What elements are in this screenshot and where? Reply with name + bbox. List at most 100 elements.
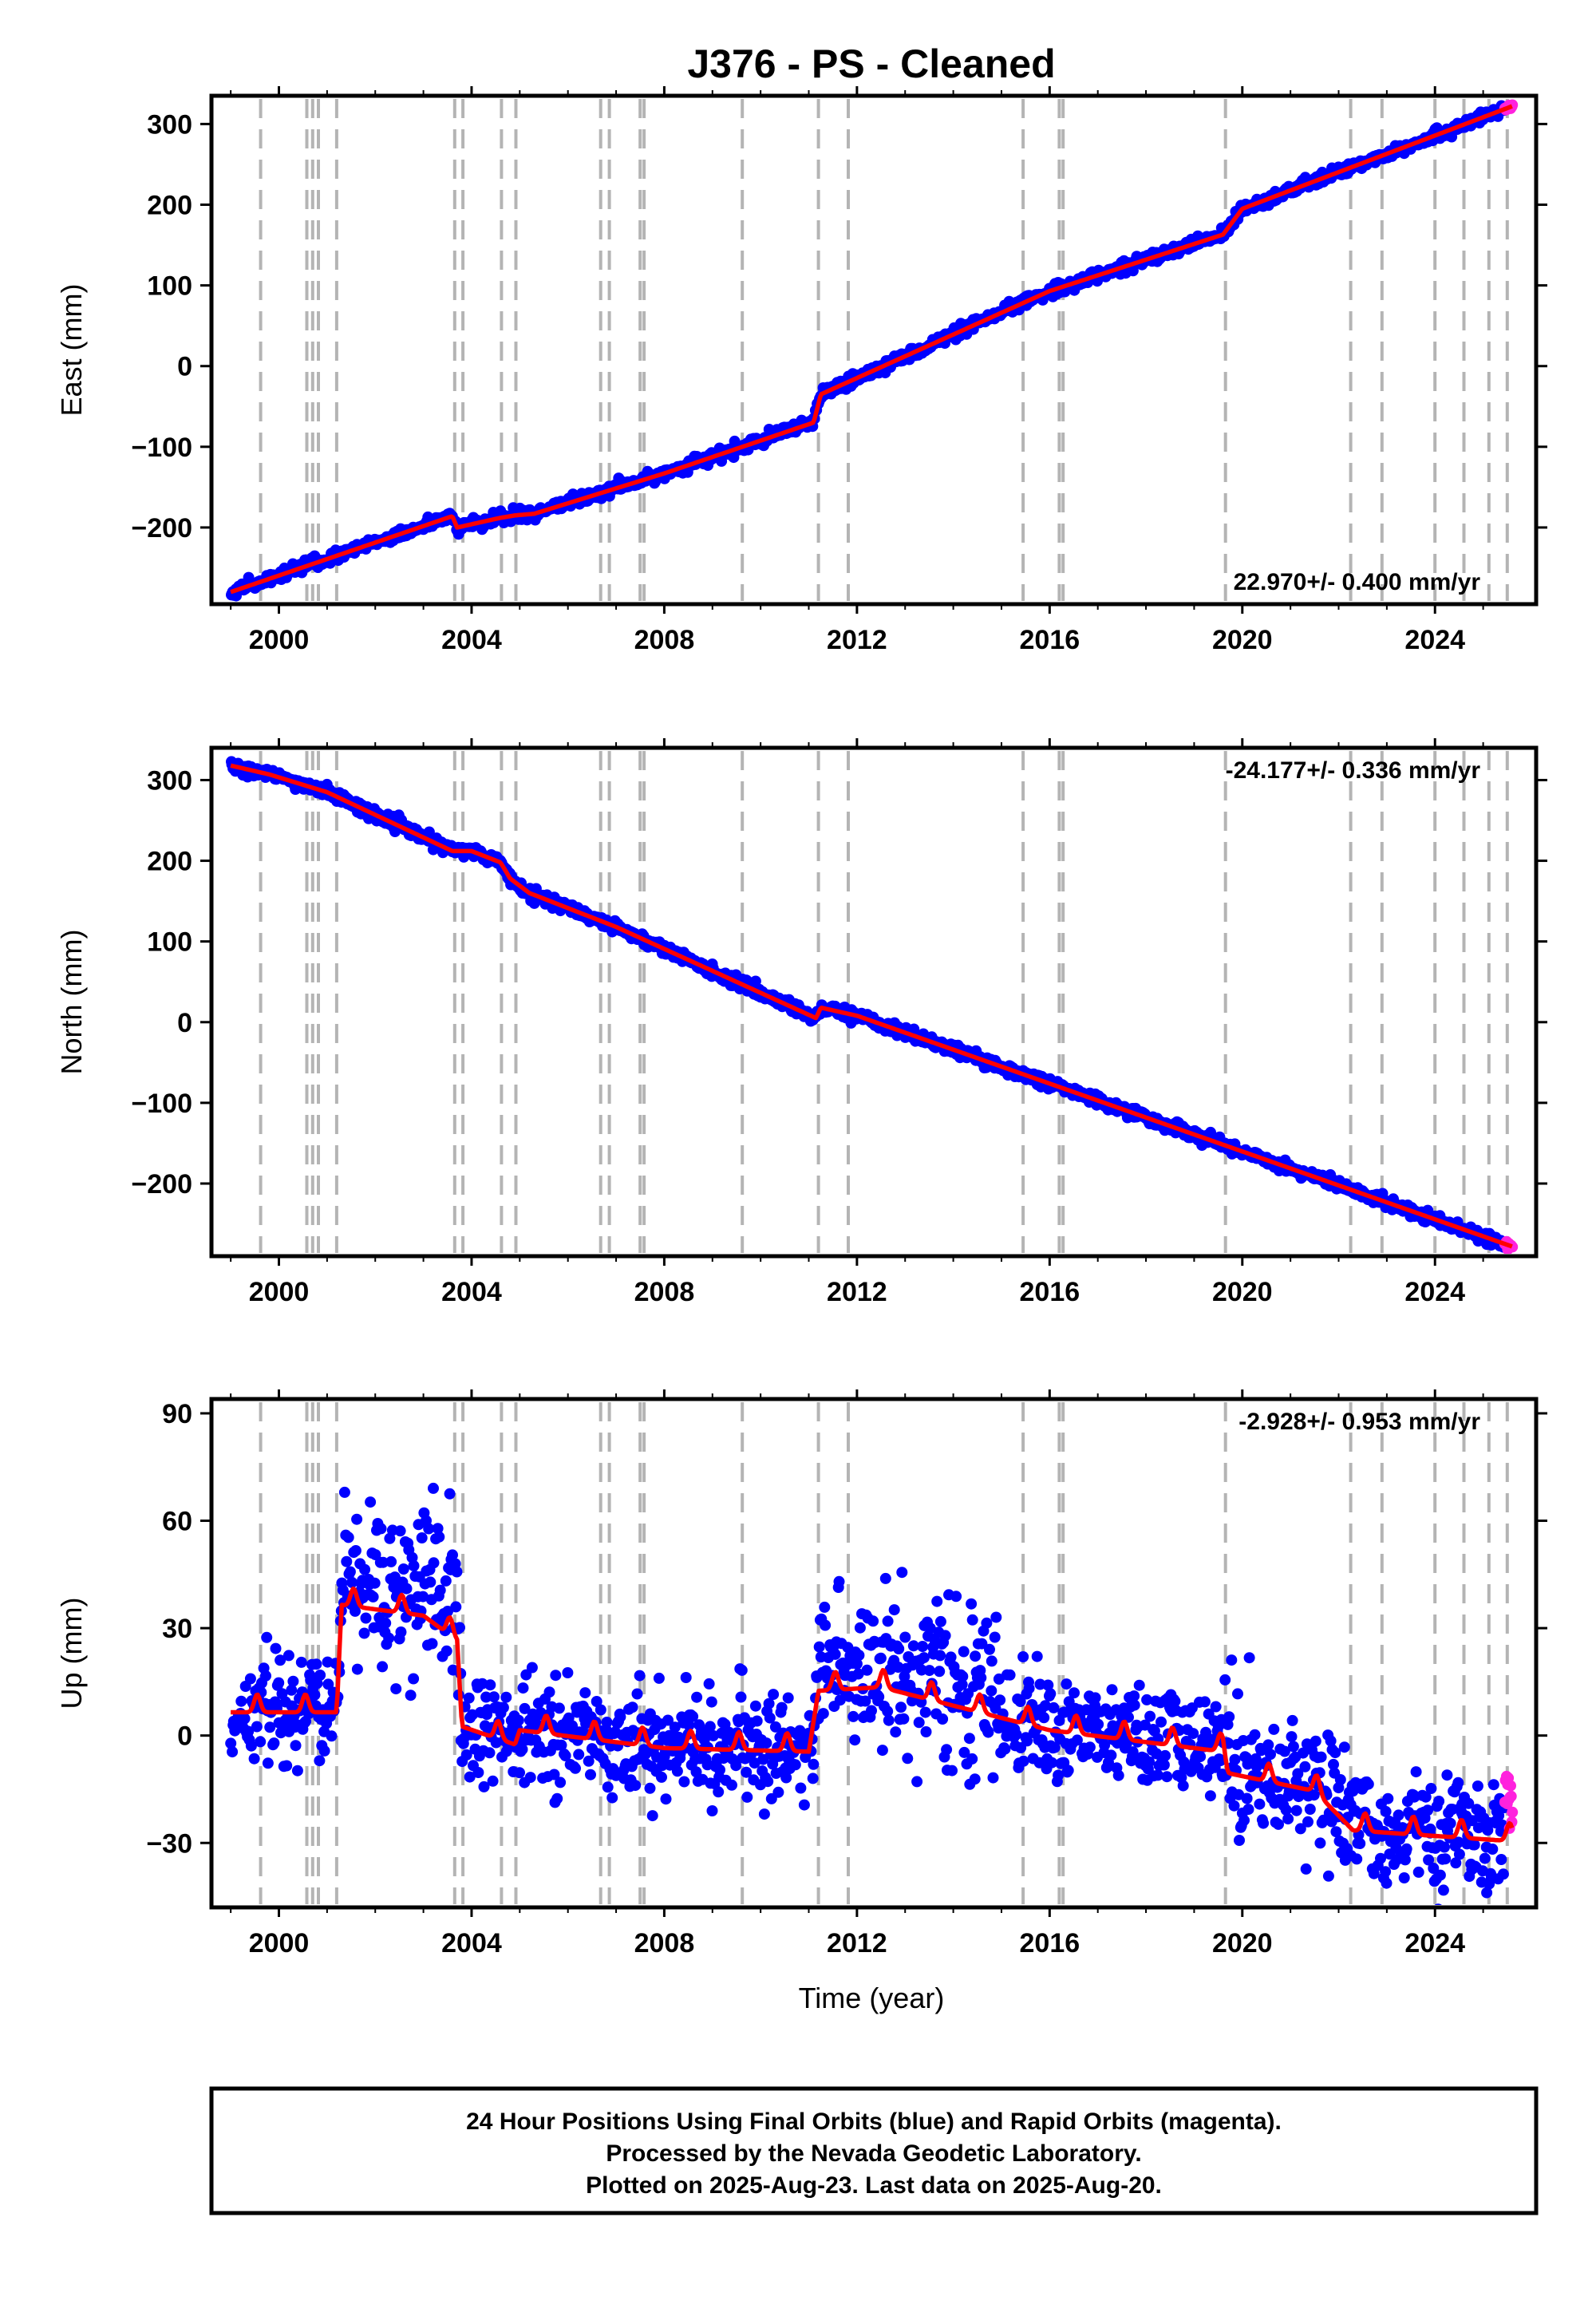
final-orbit-point	[1004, 1669, 1016, 1681]
final-orbit-point	[1315, 1751, 1327, 1763]
final-orbit-point	[287, 1675, 299, 1687]
final-orbit-point	[989, 1631, 1001, 1643]
equipment-change-lines	[259, 751, 1509, 1253]
final-orbit-point	[1424, 1823, 1436, 1835]
final-orbit-point	[606, 1792, 618, 1804]
final-orbit-point	[1463, 1797, 1475, 1809]
final-orbit-point	[966, 1753, 978, 1765]
final-orbit-point	[591, 1696, 602, 1707]
final-orbit-point	[669, 1721, 681, 1733]
x-tick-label: 2016	[1020, 1277, 1080, 1307]
final-orbit-point	[1425, 1783, 1437, 1794]
final-orbit-point	[1481, 1887, 1493, 1899]
final-orbit-point	[314, 1670, 326, 1681]
final-orbit-point	[984, 1643, 995, 1655]
final-orbit-point	[1226, 1654, 1238, 1666]
final-orbit-point	[631, 1688, 643, 1700]
final-orbit-point	[1017, 1651, 1029, 1662]
final-orbit-point	[888, 1604, 900, 1616]
final-orbit-point	[1441, 1769, 1453, 1781]
final-orbit-point	[934, 1650, 946, 1662]
final-orbit-point	[680, 1672, 692, 1683]
final-orbit-point	[1099, 1739, 1111, 1751]
final-orbit-point	[385, 1555, 397, 1567]
final-orbit-point	[808, 1758, 820, 1770]
final-orbit-point	[882, 1705, 894, 1717]
final-orbit-point	[1294, 1823, 1306, 1835]
final-orbit-point	[975, 1672, 987, 1684]
final-orbit-point	[1472, 1780, 1483, 1792]
final-orbit-point	[375, 1523, 387, 1535]
x-axis-label: Time (year)	[799, 1982, 945, 2014]
final-orbit-point	[987, 1772, 999, 1784]
final-orbit-point	[966, 1598, 978, 1610]
final-orbit-point	[1223, 1711, 1235, 1723]
rate-label: -24.177+/- 0.336 mm/yr	[1226, 757, 1481, 784]
final-orbit-point	[1219, 1674, 1231, 1686]
final-orbit-point	[795, 1782, 807, 1794]
final-orbit-point	[1434, 1869, 1446, 1881]
final-orbit-point	[923, 1665, 935, 1677]
model-fit-line	[230, 1586, 1515, 1843]
final-orbit-point	[1204, 1790, 1216, 1802]
final-orbit-point	[1400, 1843, 1412, 1855]
final-orbit-point	[262, 1757, 274, 1769]
final-orbit-point	[706, 1805, 718, 1816]
final-orbit-point	[924, 1622, 936, 1634]
final-orbit-point	[570, 1762, 581, 1774]
final-orbit-point	[986, 1655, 998, 1667]
final-orbit-point	[1242, 1758, 1254, 1770]
final-orbit-point	[1017, 1755, 1029, 1767]
final-orbit-point	[1232, 1688, 1243, 1700]
final-orbit-point	[377, 1661, 389, 1673]
final-orbit-point	[484, 1747, 496, 1759]
final-orbit-point	[690, 1766, 702, 1778]
final-orbit-point	[892, 1662, 904, 1673]
final-orbit-point	[480, 1691, 492, 1703]
x-tick-label: 2024	[1404, 1277, 1465, 1307]
rapid-orbit-point	[1507, 1806, 1519, 1818]
final-orbit-point	[751, 1715, 763, 1727]
final-orbit-point	[882, 1615, 894, 1627]
final-orbit-point	[1105, 1749, 1117, 1761]
final-orbit-point	[395, 1626, 407, 1638]
final-orbit-point	[314, 1755, 326, 1767]
final-orbit-point	[1031, 1650, 1043, 1662]
final-orbit-point	[691, 1691, 703, 1703]
y-tick-label: 60	[162, 1507, 192, 1537]
final-orbit-point	[551, 1792, 563, 1804]
final-orbit-point	[735, 1691, 747, 1703]
final-orbit-point	[1347, 1785, 1359, 1797]
final-orbit-point	[497, 1701, 509, 1713]
final-orbit-point	[243, 1725, 255, 1737]
final-orbit-point	[920, 1726, 932, 1737]
final-orbit-point	[876, 1745, 888, 1757]
final-orbit-point	[1310, 1735, 1321, 1747]
final-orbit-point	[1042, 1679, 1054, 1691]
final-orbit-point	[1437, 1884, 1449, 1896]
final-orbit-point	[512, 1714, 524, 1726]
final-orbit-point	[464, 1771, 476, 1783]
final-orbit-point	[310, 1658, 322, 1670]
final-orbit-point	[896, 1567, 908, 1579]
final-orbit-point	[1433, 1796, 1445, 1807]
final-orbit-point	[1330, 1826, 1342, 1838]
y-tick-label: −200	[131, 513, 192, 543]
final-orbit-point	[749, 1700, 761, 1712]
x-tick-label: 2008	[634, 1928, 695, 1958]
final-orbit-point	[902, 1753, 914, 1765]
final-orbit-point	[713, 1786, 725, 1798]
final-orbit-point	[442, 1606, 453, 1617]
final-orbit-point	[1234, 1835, 1245, 1846]
panel-east: 2000 2004 2008 2012 2016 2020 2024 300 200 100 0 −1…	[55, 86, 1547, 655]
final-orbit-point	[291, 1765, 303, 1777]
final-orbit-point	[1292, 1768, 1304, 1780]
final-orbit-point	[833, 1575, 845, 1587]
final-orbit-point	[417, 1591, 429, 1603]
final-orbit-point	[318, 1745, 330, 1757]
final-orbit-point	[380, 1617, 392, 1629]
final-orbit-point	[873, 1691, 885, 1703]
final-orbit-point	[1495, 1854, 1507, 1865]
final-orbit-point	[1187, 1728, 1199, 1740]
final-orbit-point	[426, 1638, 438, 1650]
